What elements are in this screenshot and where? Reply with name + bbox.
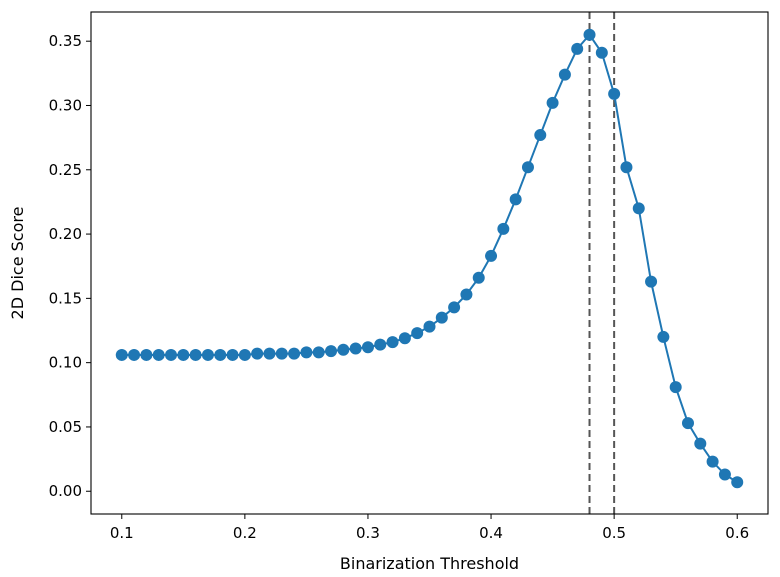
y-axis: 0.00 0.05 0.10 0.15 0.20 0.25 0.30 0.35 (49, 32, 91, 500)
data-point (201, 348, 214, 361)
y-tick-label: 0.25 (49, 161, 82, 179)
data-point (374, 338, 387, 351)
data-point (152, 348, 165, 361)
data-point (337, 343, 350, 356)
data-point (115, 348, 128, 361)
y-tick-label: 0.00 (49, 482, 82, 500)
data-point (263, 347, 276, 360)
data-point (620, 161, 633, 174)
data-point (608, 87, 621, 100)
data-point (546, 96, 559, 109)
data-point (645, 275, 658, 288)
data-point (275, 347, 288, 360)
data-point (226, 348, 239, 361)
data-point (312, 346, 325, 359)
data-point (448, 301, 461, 314)
data-point (435, 311, 448, 324)
data-point (509, 193, 522, 206)
data-point (349, 342, 362, 355)
data-point (595, 46, 608, 59)
data-point (534, 129, 547, 142)
data-point (411, 327, 424, 340)
plot-frame (90, 11, 769, 515)
data-point (472, 271, 485, 284)
data-point (325, 345, 338, 358)
data-point (300, 346, 313, 359)
data-point (288, 347, 301, 360)
data-point (558, 68, 571, 81)
x-axis: 0.1 0.2 0.3 0.4 0.5 0.6 (110, 514, 749, 542)
x-tick-label: 0.3 (356, 524, 380, 542)
data-point (485, 249, 498, 262)
data-point (189, 348, 202, 361)
y-tick-label: 0.10 (49, 354, 82, 372)
data-point (669, 381, 682, 394)
x-tick-label: 0.6 (725, 524, 749, 542)
data-point (214, 348, 227, 361)
y-tick-label: 0.20 (49, 225, 82, 243)
y-tick-label: 0.35 (49, 32, 82, 50)
data-point (694, 437, 707, 450)
data-point (718, 468, 731, 481)
data-point (140, 348, 153, 361)
data-point (165, 348, 178, 361)
data-point (583, 28, 596, 41)
data-point (460, 288, 473, 301)
x-tick-label: 0.4 (479, 524, 503, 542)
reference-lines (588, 12, 616, 514)
data-point (632, 202, 645, 215)
series-layer (115, 28, 744, 489)
data-point (521, 161, 534, 174)
data-point (706, 455, 719, 468)
data-point (177, 348, 190, 361)
x-tick-label: 0.1 (110, 524, 134, 542)
data-point (386, 336, 399, 349)
x-tick-label: 0.2 (233, 524, 257, 542)
data-point (657, 330, 670, 343)
x-tick-label: 0.5 (602, 524, 626, 542)
y-tick-label: 0.05 (49, 418, 82, 436)
data-point (731, 476, 744, 489)
data-point (571, 42, 584, 55)
y-axis-label: 2D Dice Score (8, 207, 27, 320)
x-axis-label: Binarization Threshold (340, 554, 519, 573)
data-point (251, 347, 264, 360)
y-tick-label: 0.15 (49, 289, 82, 307)
data-point (238, 348, 251, 361)
data-point (128, 348, 141, 361)
data-point (361, 341, 374, 354)
series-line (121, 33, 738, 484)
y-tick-label: 0.30 (49, 96, 82, 114)
data-point (497, 222, 510, 235)
data-point (681, 417, 694, 430)
data-point (398, 332, 411, 345)
data-point (423, 320, 436, 333)
